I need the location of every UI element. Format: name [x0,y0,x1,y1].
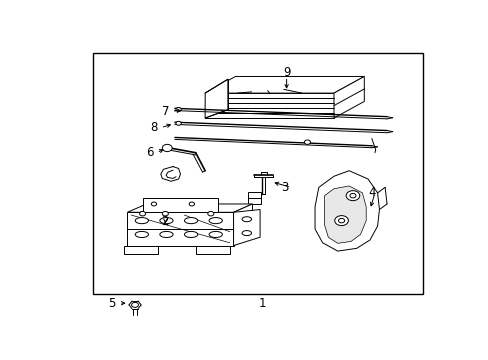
Circle shape [207,211,213,216]
Polygon shape [233,204,252,246]
Ellipse shape [135,217,148,224]
Polygon shape [127,212,233,246]
Ellipse shape [242,217,251,222]
Circle shape [349,193,355,198]
Polygon shape [324,186,366,243]
Ellipse shape [184,231,197,238]
Polygon shape [195,246,229,254]
Text: 4: 4 [367,186,375,199]
Circle shape [176,108,181,111]
Polygon shape [142,198,218,212]
Polygon shape [123,246,158,254]
Bar [93,53,422,294]
Text: 3: 3 [281,181,288,194]
Bar [247,192,261,204]
Text: 7: 7 [161,105,169,118]
Polygon shape [314,171,379,251]
Text: 2: 2 [161,216,169,229]
Polygon shape [127,204,252,212]
Ellipse shape [135,231,148,238]
Polygon shape [205,79,227,118]
Circle shape [162,144,172,152]
Ellipse shape [184,217,197,224]
Ellipse shape [209,231,222,238]
Circle shape [151,202,156,206]
Circle shape [139,211,145,216]
Text: 9: 9 [282,66,290,79]
Ellipse shape [209,217,222,224]
Polygon shape [205,93,333,118]
Polygon shape [233,210,260,246]
Circle shape [176,121,181,125]
Circle shape [131,302,138,307]
Text: 1: 1 [258,297,265,310]
Ellipse shape [160,217,173,224]
Text: 5: 5 [108,297,116,310]
Ellipse shape [160,231,173,238]
Text: 6: 6 [146,146,154,159]
Circle shape [162,211,168,216]
Polygon shape [333,76,364,118]
Circle shape [334,216,347,226]
Circle shape [346,191,359,201]
Circle shape [304,140,310,144]
Circle shape [189,202,194,206]
Circle shape [338,219,344,223]
Ellipse shape [242,231,251,235]
Text: 8: 8 [150,121,157,134]
Polygon shape [205,76,364,93]
